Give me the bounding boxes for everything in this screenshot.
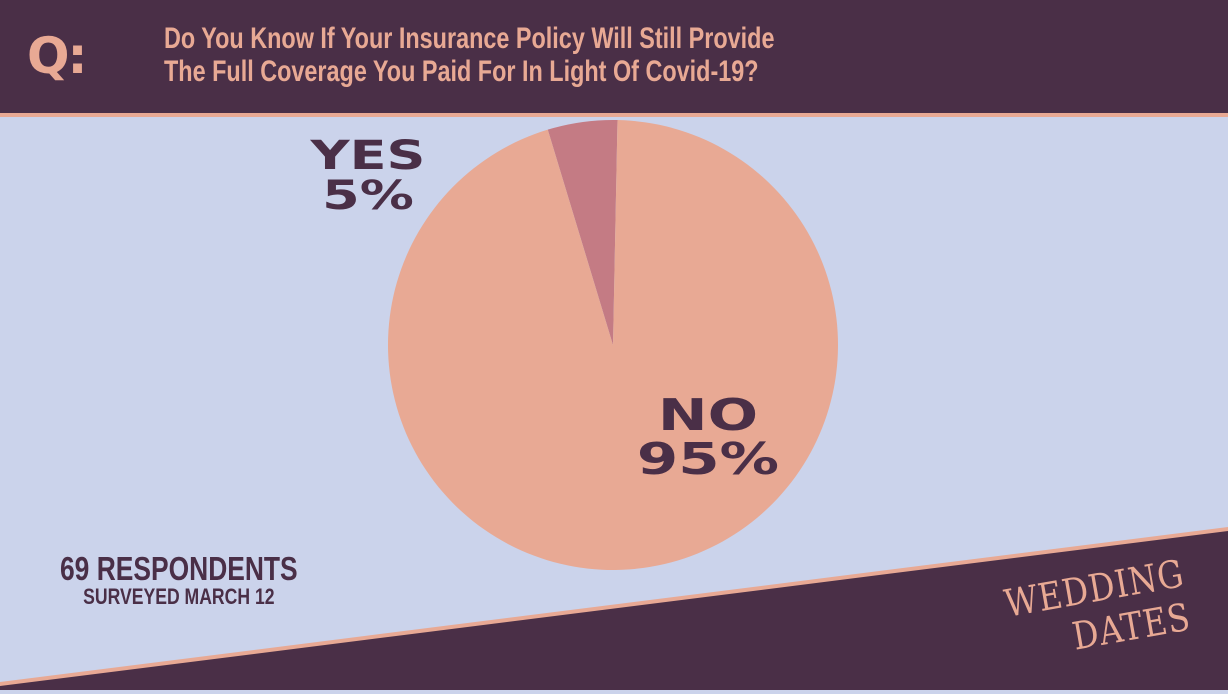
survey-date: SURVEYED MARCH 12: [83, 584, 275, 609]
respondents-note: 69 RESPONDENTS SURVEYED MARCH 12: [60, 552, 298, 608]
slice-label-no-value: 95%: [636, 434, 780, 485]
footer-dark-band: [0, 531, 1228, 690]
slice-label-no-name: NO: [657, 390, 759, 441]
question-icon: Q:: [27, 27, 87, 85]
header-divider: [0, 113, 1228, 117]
slice-label-yes: YES 5%: [300, 136, 436, 216]
question-title: Do You Know If Your Insurance Policy Wil…: [164, 22, 774, 88]
question-line-2: The Full Coverage You Paid For In Light …: [164, 55, 759, 88]
slice-label-no: NO 95%: [628, 394, 788, 482]
pie-slice-yes: [547, 119, 618, 345]
slice-label-yes-value: 5%: [322, 173, 414, 219]
slice-label-yes-name: YES: [310, 133, 426, 179]
respondents-count: 69 RESPONDENTS: [60, 550, 298, 587]
pie-slice-no: [387, 120, 839, 571]
question-line-1: Do You Know If Your Insurance Policy Wil…: [164, 22, 775, 55]
header-bar: [0, 0, 1228, 113]
